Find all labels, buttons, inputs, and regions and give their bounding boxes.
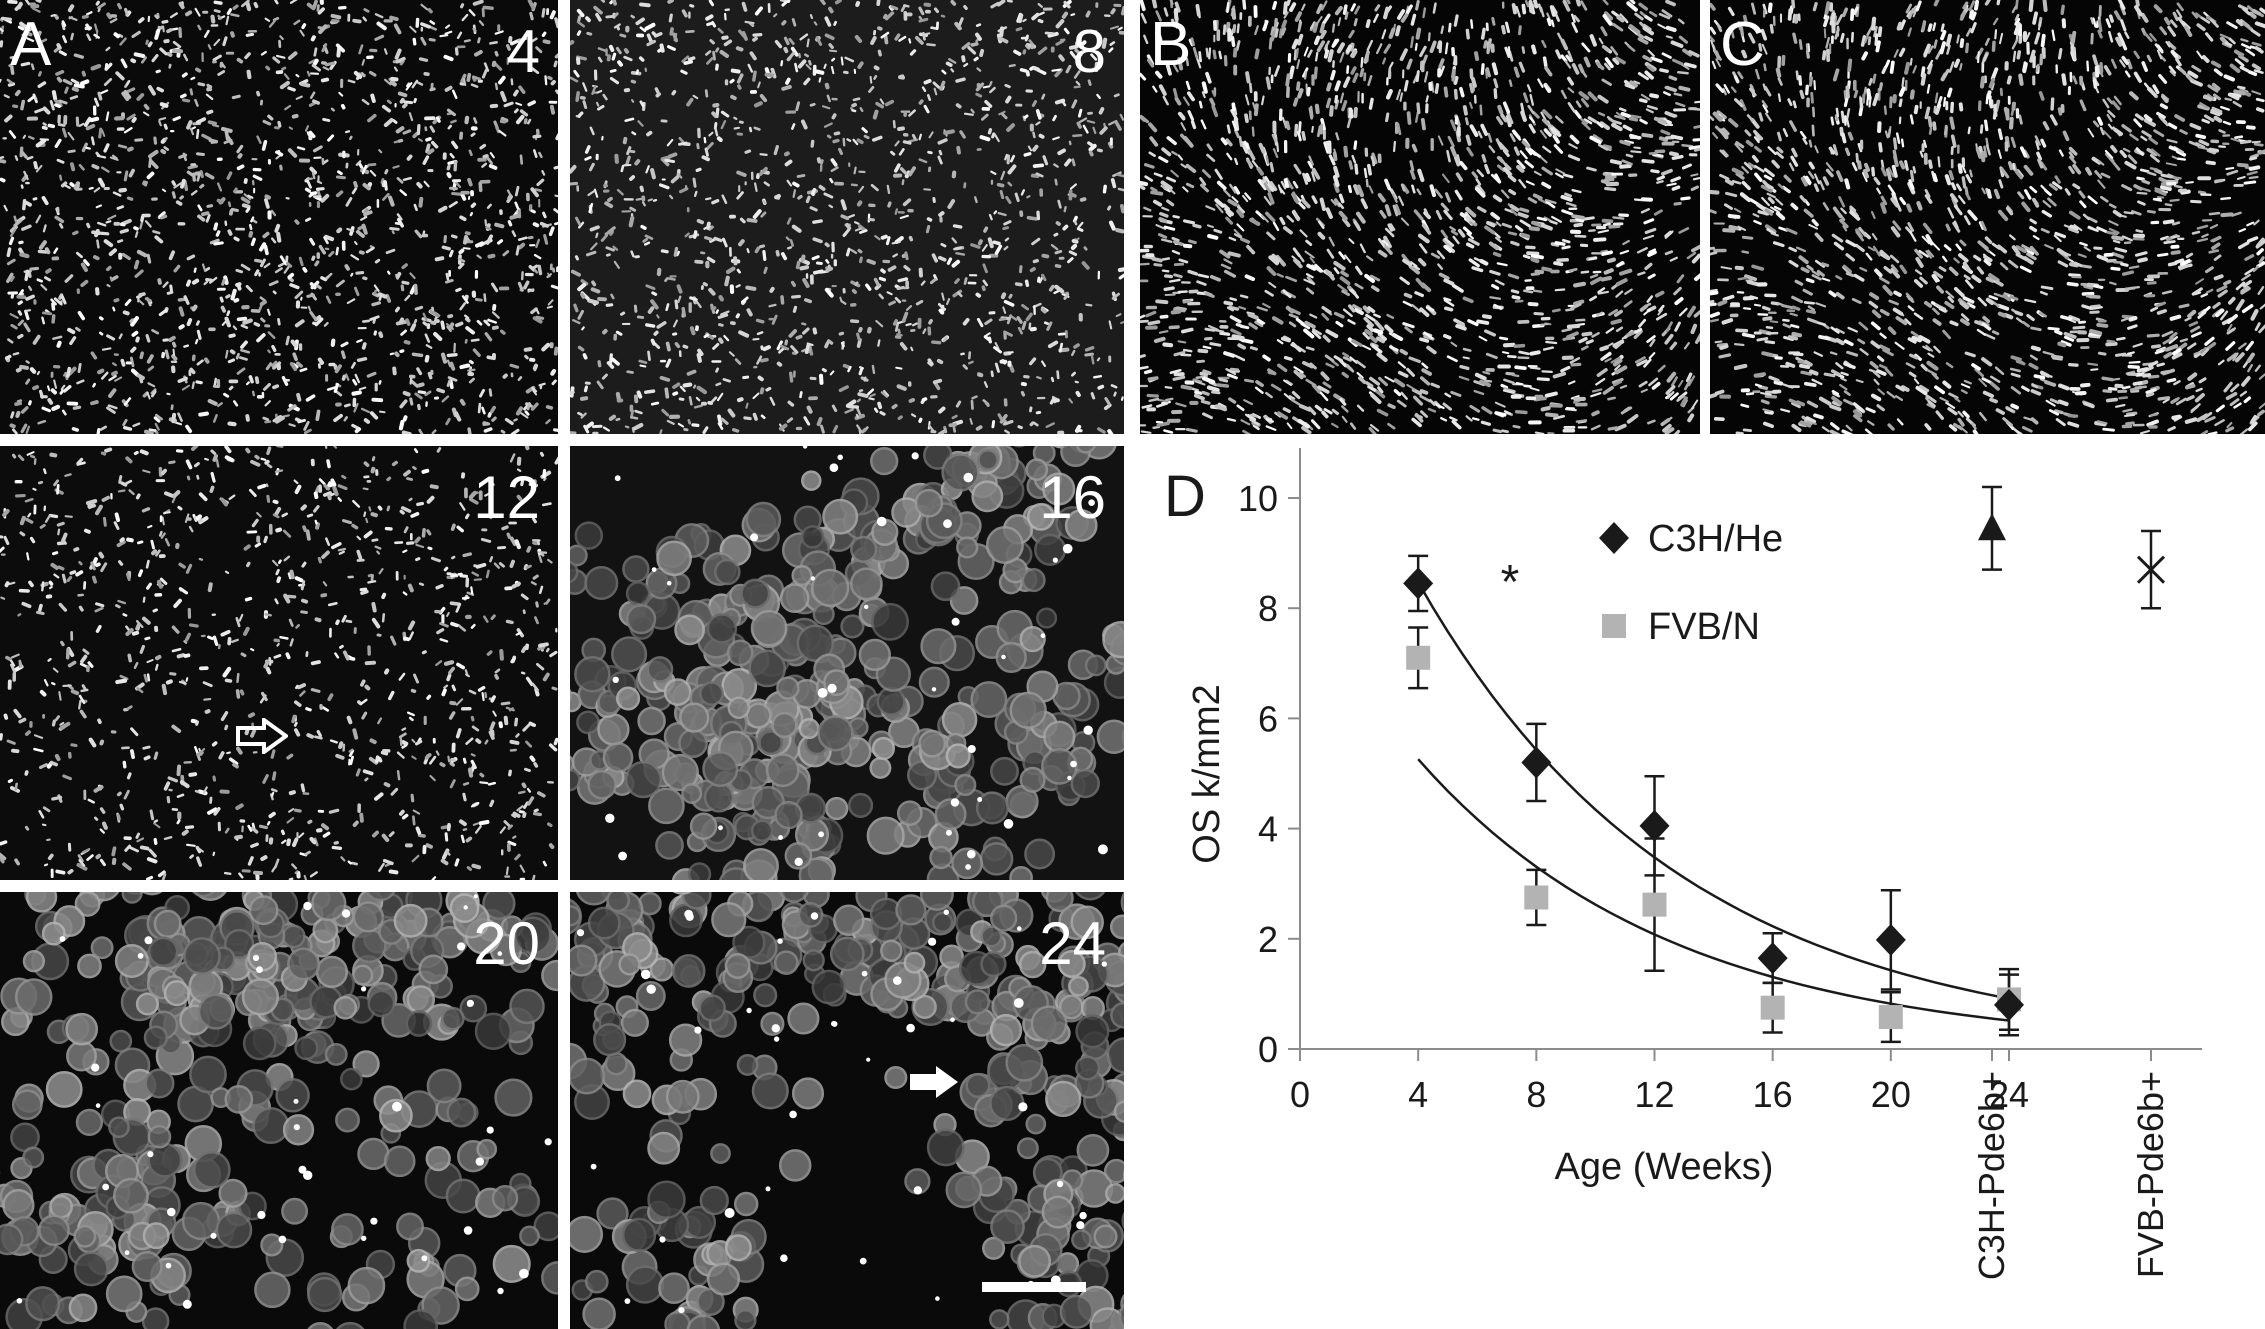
micrograph-texture (1140, 0, 1700, 434)
x-tick-label: 24 (1989, 1074, 2029, 1115)
y-tick-label: 0 (1258, 1029, 1278, 1070)
data-point-fvb (1406, 645, 1431, 670)
x-tick-label: 0 (1290, 1074, 1310, 1115)
trend-curve (1417, 758, 2010, 1022)
panel-label-d: D (1164, 464, 1206, 529)
y-tick-label: 4 (1258, 809, 1278, 850)
micrograph-week-4: A 4 (0, 0, 558, 434)
micrograph-texture (0, 892, 558, 1329)
y-tick-label: 10 (1238, 478, 1278, 519)
scale-bar (982, 1282, 1086, 1292)
legend-marker-c3h (1599, 522, 1629, 554)
micrograph-week-20: 20 (0, 892, 558, 1329)
legend-marker-fvb (1602, 614, 1626, 638)
y-tick-label: 8 (1258, 588, 1278, 629)
data-point-c3h (1521, 746, 1552, 779)
micrograph-texture (570, 446, 1124, 880)
micrograph-texture (1710, 0, 2265, 434)
micrograph-texture (570, 892, 1124, 1329)
micrograph-texture (0, 446, 558, 880)
y-tick-label: 2 (1258, 919, 1278, 960)
micrograph-week-8: 8 (570, 0, 1124, 434)
data-point-c3h (1875, 923, 1906, 956)
micrograph-texture (0, 0, 558, 434)
micrograph-texture (570, 0, 1124, 434)
panel-label-b: B (1150, 10, 1192, 79)
control-point (1978, 513, 2006, 541)
panel-label-a: A (10, 10, 52, 79)
x-axis-title: Age (Weeks) (1555, 1146, 1774, 1188)
data-point-fvb (1642, 892, 1667, 917)
week-label-8: 8 (1072, 18, 1106, 85)
y-axis-title: OS k/mm2 (1186, 684, 1228, 863)
data-point-c3h (1994, 988, 2024, 1021)
control-category-label: FVB-Pde6b+ (2130, 1071, 2171, 1278)
x-tick-label: 16 (1753, 1074, 1793, 1115)
micrograph-panel-b: B (1140, 0, 1700, 434)
y-tick-label: 6 (1258, 698, 1278, 739)
data-point-c3h (1403, 567, 1434, 600)
significance-asterisk: * (1501, 556, 1520, 609)
data-point-c3h (1757, 942, 1788, 975)
micrograph-week-16: 16 (570, 446, 1124, 880)
x-tick-label: 4 (1408, 1074, 1428, 1115)
data-point-c3h (1639, 809, 1670, 842)
week-label-16: 16 (1039, 464, 1106, 531)
micrograph-week-12: 12 (0, 446, 558, 880)
x-tick-label: 8 (1526, 1074, 1546, 1115)
data-point-fvb (1524, 885, 1549, 910)
trend-curve (1417, 581, 2010, 1000)
legend-label: C3H/He (1648, 518, 1783, 560)
week-label-24: 24 (1039, 910, 1106, 977)
control-category-label: C3H-Pde6b+ (1971, 1071, 2012, 1280)
week-label-4: 4 (506, 18, 540, 85)
data-point-fvb (1760, 995, 1785, 1020)
panel-label-c: C (1720, 10, 1765, 79)
micrograph-panel-c: C (1710, 0, 2265, 434)
week-label-12: 12 (473, 464, 540, 531)
control-point (2136, 555, 2166, 584)
micrograph-week-24: 24 (570, 892, 1124, 1329)
data-point-fvb (1878, 1005, 1903, 1030)
legend-label: FVB/N (1648, 606, 1760, 648)
x-tick-label: 12 (1634, 1074, 1674, 1115)
week-label-20: 20 (473, 910, 540, 977)
x-tick-label: 20 (1871, 1074, 1911, 1115)
